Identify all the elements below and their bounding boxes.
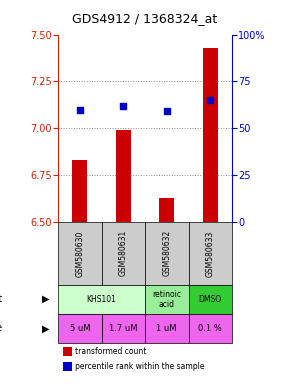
Text: DMSO: DMSO [199, 295, 222, 304]
Bar [145, 285, 188, 314]
Text: GSM580633: GSM580633 [206, 230, 215, 276]
Text: 0.1 %: 0.1 % [198, 324, 222, 333]
Point [164, 108, 169, 114]
Text: GDS4912 / 1368324_at: GDS4912 / 1368324_at [72, 12, 218, 25]
Bar [63, 347, 72, 356]
Bar [58, 314, 102, 343]
Bar [188, 314, 232, 343]
Text: GSM580630: GSM580630 [75, 230, 84, 276]
Bar [188, 285, 232, 314]
Text: ▶: ▶ [42, 294, 49, 304]
Bar [58, 285, 145, 314]
Text: retinoic
acid: retinoic acid [152, 290, 181, 309]
Bar [145, 222, 188, 285]
Point [77, 106, 82, 113]
Bar [72, 160, 87, 222]
Text: GSM580632: GSM580632 [162, 230, 171, 276]
Text: transformed count: transformed count [75, 347, 147, 356]
Text: percentile rank within the sample: percentile rank within the sample [75, 362, 205, 371]
Text: agent: agent [0, 294, 2, 304]
Text: ▶: ▶ [42, 323, 49, 333]
Point [121, 103, 126, 109]
Text: GSM580631: GSM580631 [119, 230, 128, 276]
Bar [102, 314, 145, 343]
Text: 5 uM: 5 uM [70, 324, 90, 333]
Bar [188, 222, 232, 285]
Bar [63, 362, 72, 371]
Text: 1.7 uM: 1.7 uM [109, 324, 137, 333]
Bar [145, 314, 188, 343]
Text: 1 uM: 1 uM [157, 324, 177, 333]
Point [208, 97, 213, 103]
Bar [102, 222, 145, 285]
Bar [116, 130, 131, 222]
Bar [159, 198, 174, 222]
Text: dose: dose [0, 323, 2, 333]
Bar [58, 222, 102, 285]
Text: KHS101: KHS101 [86, 295, 117, 304]
Bar [203, 48, 218, 222]
